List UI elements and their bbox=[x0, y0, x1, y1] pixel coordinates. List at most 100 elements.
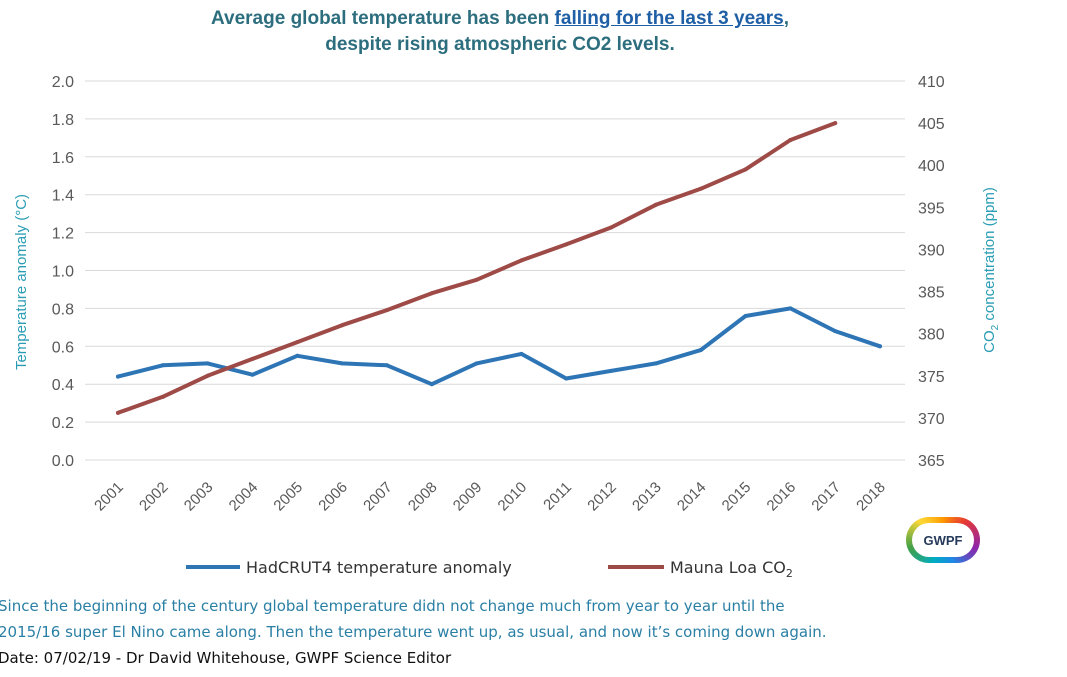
right-tick-label: 380 bbox=[918, 327, 945, 344]
left-tick-label: 1.2 bbox=[52, 226, 74, 243]
x-tick-label: 2001 bbox=[91, 479, 127, 515]
x-tick-label: 2004 bbox=[226, 479, 262, 515]
chart-title: Average global temperature has been fall… bbox=[0, 6, 1000, 58]
x-tick-label: 2008 bbox=[405, 479, 441, 515]
x-tick-label: 2016 bbox=[764, 479, 800, 515]
temperature-point bbox=[878, 344, 882, 349]
left-tick-label: 0.6 bbox=[52, 339, 74, 356]
temperature-point bbox=[788, 306, 793, 311]
left-tick-label: 1.0 bbox=[52, 264, 74, 281]
left-tick-label: 1.4 bbox=[52, 188, 74, 205]
temperature-point bbox=[116, 374, 120, 379]
legend-co2-sub: 2 bbox=[786, 567, 793, 580]
co2-point bbox=[698, 186, 703, 191]
title-line-2: despite rising atmospheric CO2 levels. bbox=[325, 34, 675, 55]
x-axis-ticks: 2001 2002 2003 2004 2005 2006 2007 2008 2009 2010… bbox=[91, 479, 889, 515]
legend: HadCRUT4 temperature anomaly Mauna Loa C… bbox=[186, 558, 793, 580]
co2-point bbox=[609, 225, 614, 230]
temperature-point bbox=[474, 361, 479, 366]
legend-label-co2: Mauna Loa CO2 bbox=[670, 558, 793, 580]
co2-point bbox=[295, 340, 300, 345]
legend-co2-prefix: Mauna Loa CO bbox=[670, 558, 786, 577]
x-tick-label: 2003 bbox=[181, 479, 217, 515]
left-tick-label: 0.4 bbox=[52, 377, 74, 394]
x-tick-label: 2013 bbox=[629, 479, 665, 515]
left-axis-ticks: 0.0 0.2 0.4 0.6 0.8 1.0 1.2 1.4 1.6 1.8 2.0 bbox=[52, 74, 74, 470]
co2-point bbox=[160, 394, 165, 399]
x-tick-label: 2002 bbox=[136, 479, 172, 515]
co2-point bbox=[474, 277, 479, 282]
x-tick-label: 2007 bbox=[360, 479, 396, 515]
gwpf-logo: GWPF bbox=[906, 517, 980, 563]
temperature-point bbox=[653, 361, 658, 366]
title-line-1: Average global temperature has been fall… bbox=[0, 6, 1000, 32]
data-points bbox=[116, 121, 882, 415]
temperature-point bbox=[429, 382, 434, 387]
co2-point bbox=[564, 242, 569, 247]
caption-line-1: Since the beginning of the century globa… bbox=[0, 597, 785, 615]
co2-point bbox=[833, 121, 838, 126]
right-tick-label: 410 bbox=[918, 74, 945, 91]
co2-point bbox=[788, 137, 793, 142]
left-tick-label: 0.2 bbox=[52, 415, 74, 432]
x-tick-label: 2015 bbox=[719, 479, 755, 515]
series-lines bbox=[116, 121, 882, 415]
left-tick-label: 2.0 bbox=[52, 74, 74, 91]
caption-date-line: Date: 07/02/19 - Dr David Whitehouse, GW… bbox=[0, 649, 452, 667]
x-tick-label: 2014 bbox=[674, 479, 710, 515]
temperature-point bbox=[609, 368, 614, 373]
temperature-point bbox=[205, 361, 210, 366]
co2-point bbox=[519, 258, 524, 263]
x-tick-label: 2010 bbox=[495, 479, 531, 515]
caption-line-2: 2015/16 super El Nino came along. Then t… bbox=[0, 623, 827, 641]
right-tick-label: 405 bbox=[918, 116, 945, 133]
co2-series-line bbox=[116, 121, 838, 415]
title-text: Average global temperature has been bbox=[211, 8, 555, 29]
right-axis-ticks: 365 370 375 380 385 390 395 400 405 410 bbox=[918, 74, 945, 470]
x-tick-label: 2018 bbox=[853, 479, 889, 515]
co2-point bbox=[340, 323, 345, 328]
co2-point bbox=[743, 167, 748, 172]
title-punctuation: , bbox=[783, 8, 789, 29]
right-tick-label: 390 bbox=[918, 242, 945, 259]
left-tick-label: 1.6 bbox=[52, 150, 74, 167]
right-tick-label: 370 bbox=[918, 411, 945, 428]
right-axis-title-sub: 2 bbox=[990, 324, 1001, 330]
x-tick-label: 2009 bbox=[450, 479, 486, 515]
temperature-series-line bbox=[116, 306, 882, 387]
gwpf-logo-text: GWPF bbox=[912, 523, 974, 557]
co2-point bbox=[116, 410, 120, 415]
temperature-point bbox=[833, 329, 838, 334]
right-tick-label: 365 bbox=[918, 453, 945, 470]
co2-point bbox=[250, 356, 255, 361]
right-tick-label: 375 bbox=[918, 369, 945, 386]
caption: Since the beginning of the century globa… bbox=[0, 593, 1067, 671]
left-tick-label: 1.8 bbox=[52, 112, 74, 129]
x-tick-label: 2012 bbox=[584, 479, 620, 515]
right-tick-label: 395 bbox=[918, 200, 945, 217]
co2-point bbox=[205, 373, 210, 378]
right-tick-label: 385 bbox=[918, 285, 945, 302]
title-link[interactable]: falling for the last 3 years bbox=[554, 8, 784, 29]
temperature-point bbox=[743, 313, 748, 318]
co2-point bbox=[384, 308, 389, 313]
left-tick-label: 0.0 bbox=[52, 453, 74, 470]
co2-point bbox=[429, 291, 434, 296]
right-axis-title-prefix: CO bbox=[981, 330, 998, 353]
legend-label-temperature: HadCRUT4 temperature anomaly bbox=[246, 558, 512, 577]
x-tick-label: 2005 bbox=[271, 479, 307, 515]
temperature-point bbox=[340, 361, 345, 366]
temperature-point bbox=[564, 376, 569, 381]
co2-point bbox=[653, 202, 658, 207]
x-tick-label: 2006 bbox=[315, 479, 351, 515]
temperature-point bbox=[698, 348, 703, 353]
temperature-point bbox=[160, 363, 165, 368]
left-axis-title: Temperature anomaly (°C) bbox=[13, 194, 30, 370]
temperature-point bbox=[250, 372, 255, 377]
line-chart: 0.0 0.2 0.4 0.6 0.8 1.0 1.2 1.4 1.6 1.8 2.0 365 370… bbox=[13, 74, 1001, 580]
x-tick-label: 2011 bbox=[540, 479, 575, 514]
right-tick-label: 400 bbox=[918, 158, 945, 175]
temperature-point bbox=[384, 363, 389, 368]
left-tick-label: 0.8 bbox=[52, 301, 74, 318]
right-axis-title-suffix: concentration (ppm) bbox=[981, 187, 998, 325]
